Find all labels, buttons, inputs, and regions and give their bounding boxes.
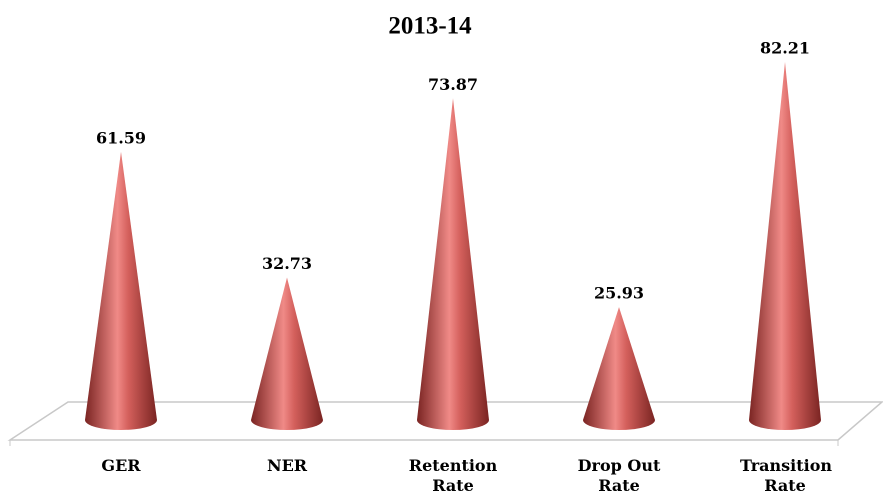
- value-label: 61.59: [96, 128, 146, 147]
- value-label: 73.87: [428, 75, 478, 94]
- cone: [85, 151, 157, 430]
- value-label: 25.93: [594, 284, 644, 303]
- cone: [749, 61, 821, 430]
- x-tick-label: GER: [101, 456, 141, 475]
- cone: [417, 98, 489, 431]
- cone: [583, 307, 655, 430]
- x-tick-label: Transition Rate: [740, 456, 833, 495]
- chart-title: 2013-14: [388, 13, 472, 40]
- x-tick-label: Retention Rate: [408, 456, 498, 495]
- x-tick-label: Drop Out Rate: [577, 456, 661, 495]
- value-label: 32.73: [262, 254, 312, 273]
- floor: [7, 401, 883, 441]
- cone: [251, 277, 323, 430]
- x-tick-label: NER: [266, 456, 308, 475]
- value-label: 82.21: [760, 38, 810, 57]
